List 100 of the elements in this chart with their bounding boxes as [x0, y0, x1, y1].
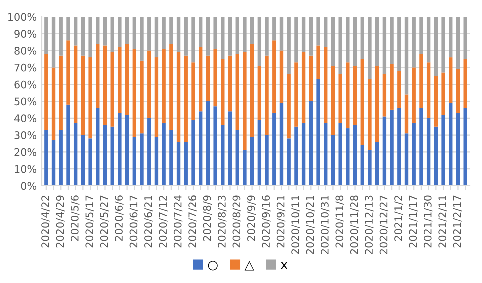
x-tick-label: 2020/8/29	[232, 196, 242, 248]
bar	[331, 135, 336, 186]
bar	[74, 123, 78, 186]
bar	[74, 17, 78, 46]
bar	[449, 103, 453, 186]
bar	[214, 106, 218, 186]
bar	[426, 62, 431, 118]
bar	[132, 17, 136, 50]
bar	[302, 123, 306, 186]
bar	[125, 115, 130, 186]
bar	[162, 123, 166, 186]
bar	[412, 68, 416, 124]
bar	[192, 17, 196, 63]
bar	[434, 126, 438, 186]
bar	[88, 58, 92, 139]
bar	[412, 17, 416, 68]
bar	[302, 52, 306, 124]
y-tick-label: 30%	[14, 132, 37, 140]
bar	[214, 49, 218, 107]
y-tick-label: 80%	[14, 47, 37, 55]
bar	[228, 112, 232, 186]
bar	[420, 54, 424, 108]
bar	[272, 40, 276, 114]
bar	[368, 150, 372, 186]
x-tick-label: 2020/11/8	[336, 196, 344, 248]
bar	[464, 108, 468, 186]
x-tick-label: 2020/6/17	[130, 196, 138, 248]
bar	[154, 17, 159, 58]
bar	[258, 66, 262, 120]
bar	[148, 50, 152, 118]
bar	[280, 50, 284, 104]
x-tick-label: 2021/1/17	[409, 196, 418, 248]
bar	[184, 56, 188, 142]
bar	[420, 17, 424, 54]
bar	[464, 17, 468, 60]
bar	[258, 17, 262, 66]
x-tick-label: 2020/12/13	[365, 196, 374, 254]
bar	[206, 17, 210, 56]
bar	[206, 56, 210, 102]
bar	[456, 113, 460, 186]
bar	[243, 150, 247, 186]
bar	[199, 112, 203, 186]
bar	[449, 17, 453, 58]
bar	[52, 140, 56, 186]
bar	[140, 17, 144, 61]
bar	[309, 102, 313, 186]
bar	[250, 44, 254, 137]
bar	[287, 138, 291, 186]
y-tick-label: 50%	[14, 98, 37, 106]
bar	[376, 66, 380, 142]
bar	[272, 17, 276, 41]
bar	[221, 125, 225, 186]
bar	[280, 103, 284, 186]
bar	[382, 74, 387, 117]
x-tick-label: 2020/10/31	[321, 196, 330, 254]
x-tick-label: 2020/12/27	[380, 196, 389, 254]
bar	[280, 17, 284, 51]
bar	[132, 49, 136, 137]
bar	[148, 118, 152, 186]
bar	[199, 47, 203, 112]
bar	[96, 17, 100, 44]
bar	[81, 56, 86, 136]
bar	[360, 145, 364, 186]
bar	[404, 134, 409, 186]
bar	[170, 130, 174, 186]
x-tick-label: 2020/6/6	[115, 196, 124, 242]
bar	[324, 47, 328, 124]
bar	[66, 104, 70, 186]
bar	[346, 17, 350, 63]
bar	[353, 125, 358, 186]
bar	[294, 126, 298, 186]
bar	[412, 123, 416, 186]
bar	[250, 136, 254, 186]
y-tick-label: 100%	[8, 13, 37, 22]
bar	[52, 68, 56, 140]
x-tick-label: 2020/7/12	[159, 196, 168, 248]
bar	[272, 113, 276, 186]
bar	[236, 17, 240, 54]
bar	[81, 17, 86, 56]
legend-label: △	[244, 261, 254, 271]
bar	[140, 60, 144, 134]
bar	[442, 17, 446, 73]
bar	[110, 52, 114, 127]
x-tick-label: 2020/8/9	[203, 196, 212, 242]
bar	[346, 62, 350, 129]
bar	[250, 17, 254, 44]
x-tick-label: 2020/8/23	[218, 196, 227, 248]
bar	[118, 47, 122, 114]
bar	[265, 56, 269, 136]
bar	[390, 110, 394, 186]
bar	[44, 130, 48, 186]
bar	[88, 17, 92, 58]
bar	[221, 17, 225, 60]
bar	[236, 54, 240, 130]
bar	[221, 59, 225, 126]
x-tick-label: 2020/5/6	[70, 196, 80, 242]
bar	[192, 120, 196, 186]
x-tick-label: 2020/10/21	[306, 196, 315, 254]
bar	[368, 17, 372, 80]
x-tick-label: 2020/6/21	[144, 196, 154, 248]
